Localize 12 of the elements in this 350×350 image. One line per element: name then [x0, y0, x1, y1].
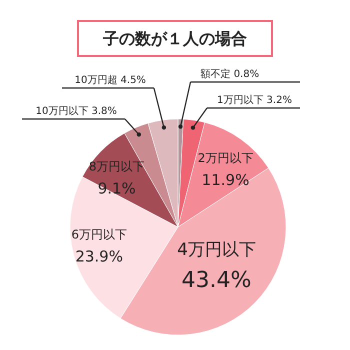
chart-title: 子の数が１人の場合: [102, 29, 247, 48]
data-label: 43.4%: [182, 268, 252, 293]
slice-label: 10万円以下 3.8%: [36, 105, 117, 117]
slice-label: 1万円以下 3.2%: [217, 94, 292, 106]
data-label: 23.9%: [75, 247, 123, 266]
slice-label: 8万円以下: [88, 159, 145, 174]
data-label: 11.9%: [202, 171, 250, 190]
slice-label: 6万円以下: [71, 227, 127, 242]
slice-label: 4万円以下: [177, 240, 256, 260]
slice-label: 10万円超 4.5%: [74, 74, 146, 86]
slice-label: 額不定 0.8%: [200, 68, 260, 80]
slice-label: 2万円以下: [198, 151, 254, 166]
